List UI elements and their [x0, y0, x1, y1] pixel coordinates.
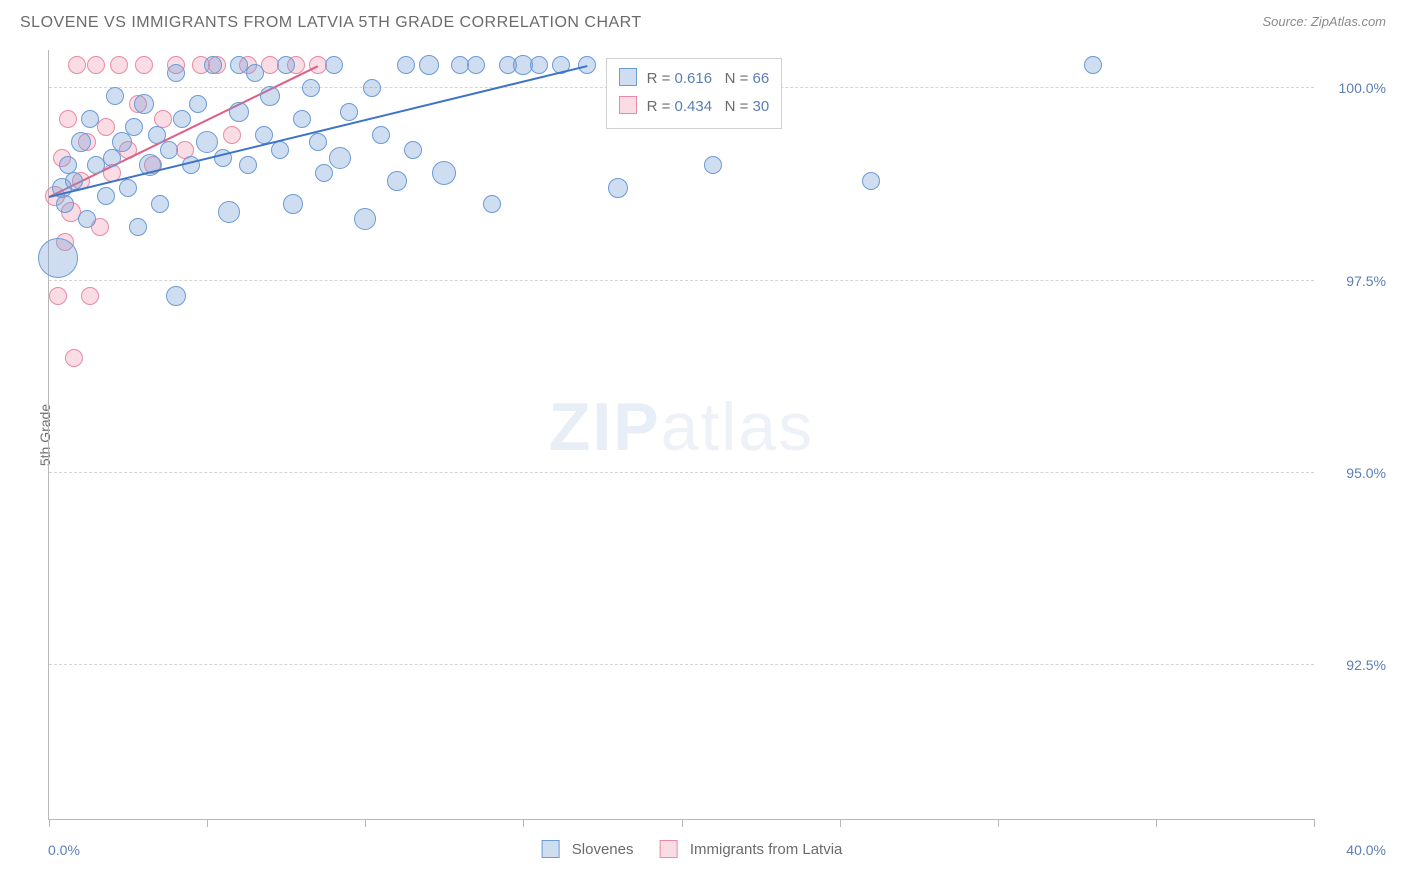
data-point-slovenes — [354, 208, 376, 230]
plot-area: 5th Grade ZIPatlas 100.0%97.5%95.0%92.5%… — [48, 50, 1314, 820]
data-point-slovenes — [119, 179, 137, 197]
y-tick-label: 97.5% — [1346, 273, 1386, 289]
data-point-slovenes — [196, 131, 218, 153]
data-point-slovenes — [134, 94, 154, 114]
data-point-slovenes — [167, 64, 185, 82]
x-tick — [523, 819, 524, 827]
data-point-slovenes — [173, 110, 191, 128]
data-point-slovenes — [239, 156, 257, 174]
data-point-slovenes — [419, 55, 439, 75]
x-tick — [1156, 819, 1157, 827]
data-point-slovenes — [1084, 56, 1102, 74]
data-point-slovenes — [112, 132, 132, 152]
x-tick — [998, 819, 999, 827]
x-tick — [49, 819, 50, 827]
y-tick-label: 92.5% — [1346, 657, 1386, 673]
data-point-slovenes — [246, 64, 264, 82]
data-point-slovenes — [340, 103, 358, 121]
data-point-slovenes — [397, 56, 415, 74]
data-point-slovenes — [151, 195, 169, 213]
data-point-slovenes — [704, 156, 722, 174]
data-point-slovenes — [309, 133, 327, 151]
data-point-slovenes — [862, 172, 880, 190]
data-point-slovenes — [78, 210, 96, 228]
source-label: Source: ZipAtlas.com — [1262, 14, 1386, 29]
data-point-slovenes — [148, 126, 166, 144]
x-tick — [682, 819, 683, 827]
data-point-latvia — [59, 110, 77, 128]
data-point-latvia — [223, 126, 241, 144]
data-point-slovenes — [325, 56, 343, 74]
data-point-slovenes — [372, 126, 390, 144]
data-point-latvia — [81, 287, 99, 305]
data-point-slovenes — [65, 172, 83, 190]
trend-line-latvia — [49, 66, 319, 199]
data-point-slovenes — [302, 79, 320, 97]
data-point-slovenes — [160, 141, 178, 159]
legend-bottom: Slovenes Immigrants from Latvia — [520, 840, 843, 858]
data-point-slovenes — [363, 79, 381, 97]
chart-title: SLOVENE VS IMMIGRANTS FROM LATVIA 5TH GR… — [20, 14, 642, 32]
data-point-slovenes — [283, 194, 303, 214]
data-point-slovenes — [530, 56, 548, 74]
data-point-slovenes — [483, 195, 501, 213]
gridline — [49, 664, 1314, 665]
data-point-slovenes — [97, 187, 115, 205]
data-point-latvia — [110, 56, 128, 74]
data-point-slovenes — [260, 86, 280, 106]
data-point-slovenes — [329, 147, 351, 169]
data-point-slovenes — [81, 110, 99, 128]
data-point-slovenes — [277, 56, 295, 74]
legend-label-slovenes: Slovenes — [572, 841, 634, 858]
data-point-slovenes — [189, 95, 207, 113]
data-point-slovenes — [71, 132, 91, 152]
legend-label-latvia: Immigrants from Latvia — [690, 841, 843, 858]
data-point-slovenes — [608, 178, 628, 198]
data-point-slovenes — [56, 195, 74, 213]
stats-legend: R = 0.616 N = 66R = 0.434 N = 30 — [606, 58, 783, 129]
data-point-slovenes — [271, 141, 289, 159]
data-point-slovenes — [432, 161, 456, 185]
data-point-latvia — [135, 56, 153, 74]
y-tick-label: 100.0% — [1339, 80, 1386, 96]
x-axis-max-label: 40.0% — [1346, 842, 1386, 858]
x-tick — [1314, 819, 1315, 827]
watermark: ZIPatlas — [549, 388, 814, 466]
data-point-slovenes — [204, 56, 222, 74]
data-point-slovenes — [315, 164, 333, 182]
data-point-slovenes — [166, 286, 186, 306]
data-point-slovenes — [38, 238, 78, 278]
data-point-slovenes — [125, 118, 143, 136]
x-axis-min-label: 0.0% — [48, 842, 80, 858]
data-point-slovenes — [387, 171, 407, 191]
x-tick — [840, 819, 841, 827]
data-point-latvia — [68, 56, 86, 74]
data-point-slovenes — [293, 110, 311, 128]
data-point-slovenes — [404, 141, 422, 159]
data-point-latvia — [49, 287, 67, 305]
data-point-slovenes — [229, 102, 249, 122]
y-tick-label: 95.0% — [1346, 465, 1386, 481]
x-tick — [207, 819, 208, 827]
gridline — [49, 472, 1314, 473]
data-point-slovenes — [106, 87, 124, 105]
legend-swatch-latvia — [660, 840, 678, 858]
data-point-latvia — [87, 56, 105, 74]
legend-swatch-slovenes — [542, 840, 560, 858]
x-tick — [365, 819, 366, 827]
data-point-latvia — [97, 118, 115, 136]
gridline — [49, 280, 1314, 281]
data-point-slovenes — [467, 56, 485, 74]
data-point-slovenes — [218, 201, 240, 223]
data-point-latvia — [65, 349, 83, 367]
data-point-slovenes — [129, 218, 147, 236]
